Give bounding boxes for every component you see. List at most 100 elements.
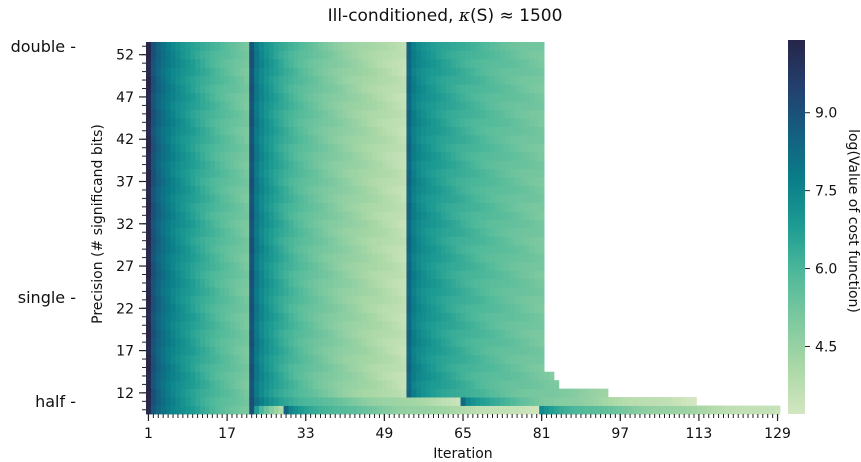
heatmap-cell [406,101,412,111]
heatmap-cell [146,211,152,220]
heatmap-cell [372,101,378,111]
heatmap-cell [259,84,265,94]
heatmap-cell [529,261,535,271]
heatmap-cell [165,397,171,406]
heatmap-cell [219,101,226,111]
heatmap-cell [224,101,230,111]
heatmap-cell [165,228,171,237]
heatmap-cell [342,211,348,220]
heatmap-cell [347,236,353,246]
heatmap-cell [288,211,294,220]
heatmap-cell [298,371,304,381]
heatmap-cell [249,371,255,381]
heatmap-cell [229,278,235,288]
heatmap-cell [524,185,530,195]
heatmap-cell [200,236,206,246]
heatmap-cell [406,405,412,415]
heatmap-cell [509,321,515,330]
heatmap-cell [190,177,196,187]
heatmap-cell [308,270,314,280]
heatmap-cell [376,202,383,212]
heatmap-cell [268,118,275,127]
heatmap-cell [499,405,506,415]
heatmap-cell [268,244,275,254]
heatmap-cell [431,168,437,178]
heatmap-cell [716,405,722,415]
heatmap-cell [504,244,511,254]
heatmap-cell [539,329,545,339]
heatmap-cell [249,211,255,220]
heatmap-cell [273,75,280,85]
heatmap-cell [401,321,407,330]
heatmap-cell [175,101,181,111]
heatmap-cell [239,75,245,85]
heatmap-cell [303,346,309,356]
heatmap-cell [150,270,157,280]
heatmap-cell [342,118,348,127]
heatmap-cell [337,397,343,406]
heatmap-cell [480,304,486,313]
heatmap-cell [401,329,407,339]
heatmap-cell [411,135,417,144]
heatmap-cell [303,278,309,288]
heatmap-cell [263,270,270,280]
heatmap-cell [376,101,383,111]
heatmap-cell [376,380,383,390]
heatmap-cell [318,160,324,170]
heatmap-cell [455,219,461,229]
heatmap-cell [175,363,181,373]
heatmap-cell [146,329,152,339]
heatmap-cell [534,177,540,187]
heatmap-cell [411,194,417,204]
heatmap-cell [259,253,265,263]
heatmap-cell [416,371,422,381]
heatmap-cell [293,321,299,330]
heatmap-cell [352,312,358,322]
heatmap-cell [175,126,181,136]
heatmap-cell [460,405,466,415]
heatmap-cell [514,337,520,347]
heatmap-cell [322,202,329,212]
heatmap-cell [362,295,368,305]
heatmap-cell [229,177,235,187]
heatmap-cell [332,168,339,178]
heatmap-cell [381,244,388,254]
heatmap-cell [391,312,398,322]
heatmap-cell [391,118,398,127]
heatmap-cell [254,321,260,330]
heatmap-cell [460,151,466,161]
heatmap-cell [342,287,348,297]
heatmap-cell [185,160,191,170]
heatmap-cell [200,84,206,94]
heatmap-cell [485,177,491,187]
heatmap-cell [475,58,481,68]
heatmap-cell [283,101,289,111]
heatmap-cell [524,287,530,297]
heatmap-cell [303,219,309,229]
heatmap-cell [303,151,309,161]
heatmap-cell [195,388,201,398]
heatmap-cell [391,151,398,161]
heatmap-cell [244,295,250,305]
heatmap-cell [490,278,496,288]
heatmap-cell [254,151,260,161]
heatmap-cell [485,58,491,68]
heatmap-cell [475,261,481,271]
heatmap-cell [450,261,457,271]
heatmap-cell [342,253,348,263]
heatmap-cell [342,363,348,373]
x-axis-label: Iteration [433,446,493,462]
heatmap-cell [701,405,707,415]
heatmap-cell [421,151,427,161]
heatmap-cell [357,337,363,347]
heatmap-cell [406,337,412,347]
heatmap-cell [318,126,324,136]
heatmap-cell [209,211,216,220]
heatmap-cell [760,405,766,415]
heatmap-cell [283,202,289,212]
heatmap-cell [470,101,476,111]
heatmap-cell [327,151,334,161]
heatmap-cell [514,194,520,204]
heatmap-cell [391,388,398,398]
heatmap-cell [426,270,432,280]
